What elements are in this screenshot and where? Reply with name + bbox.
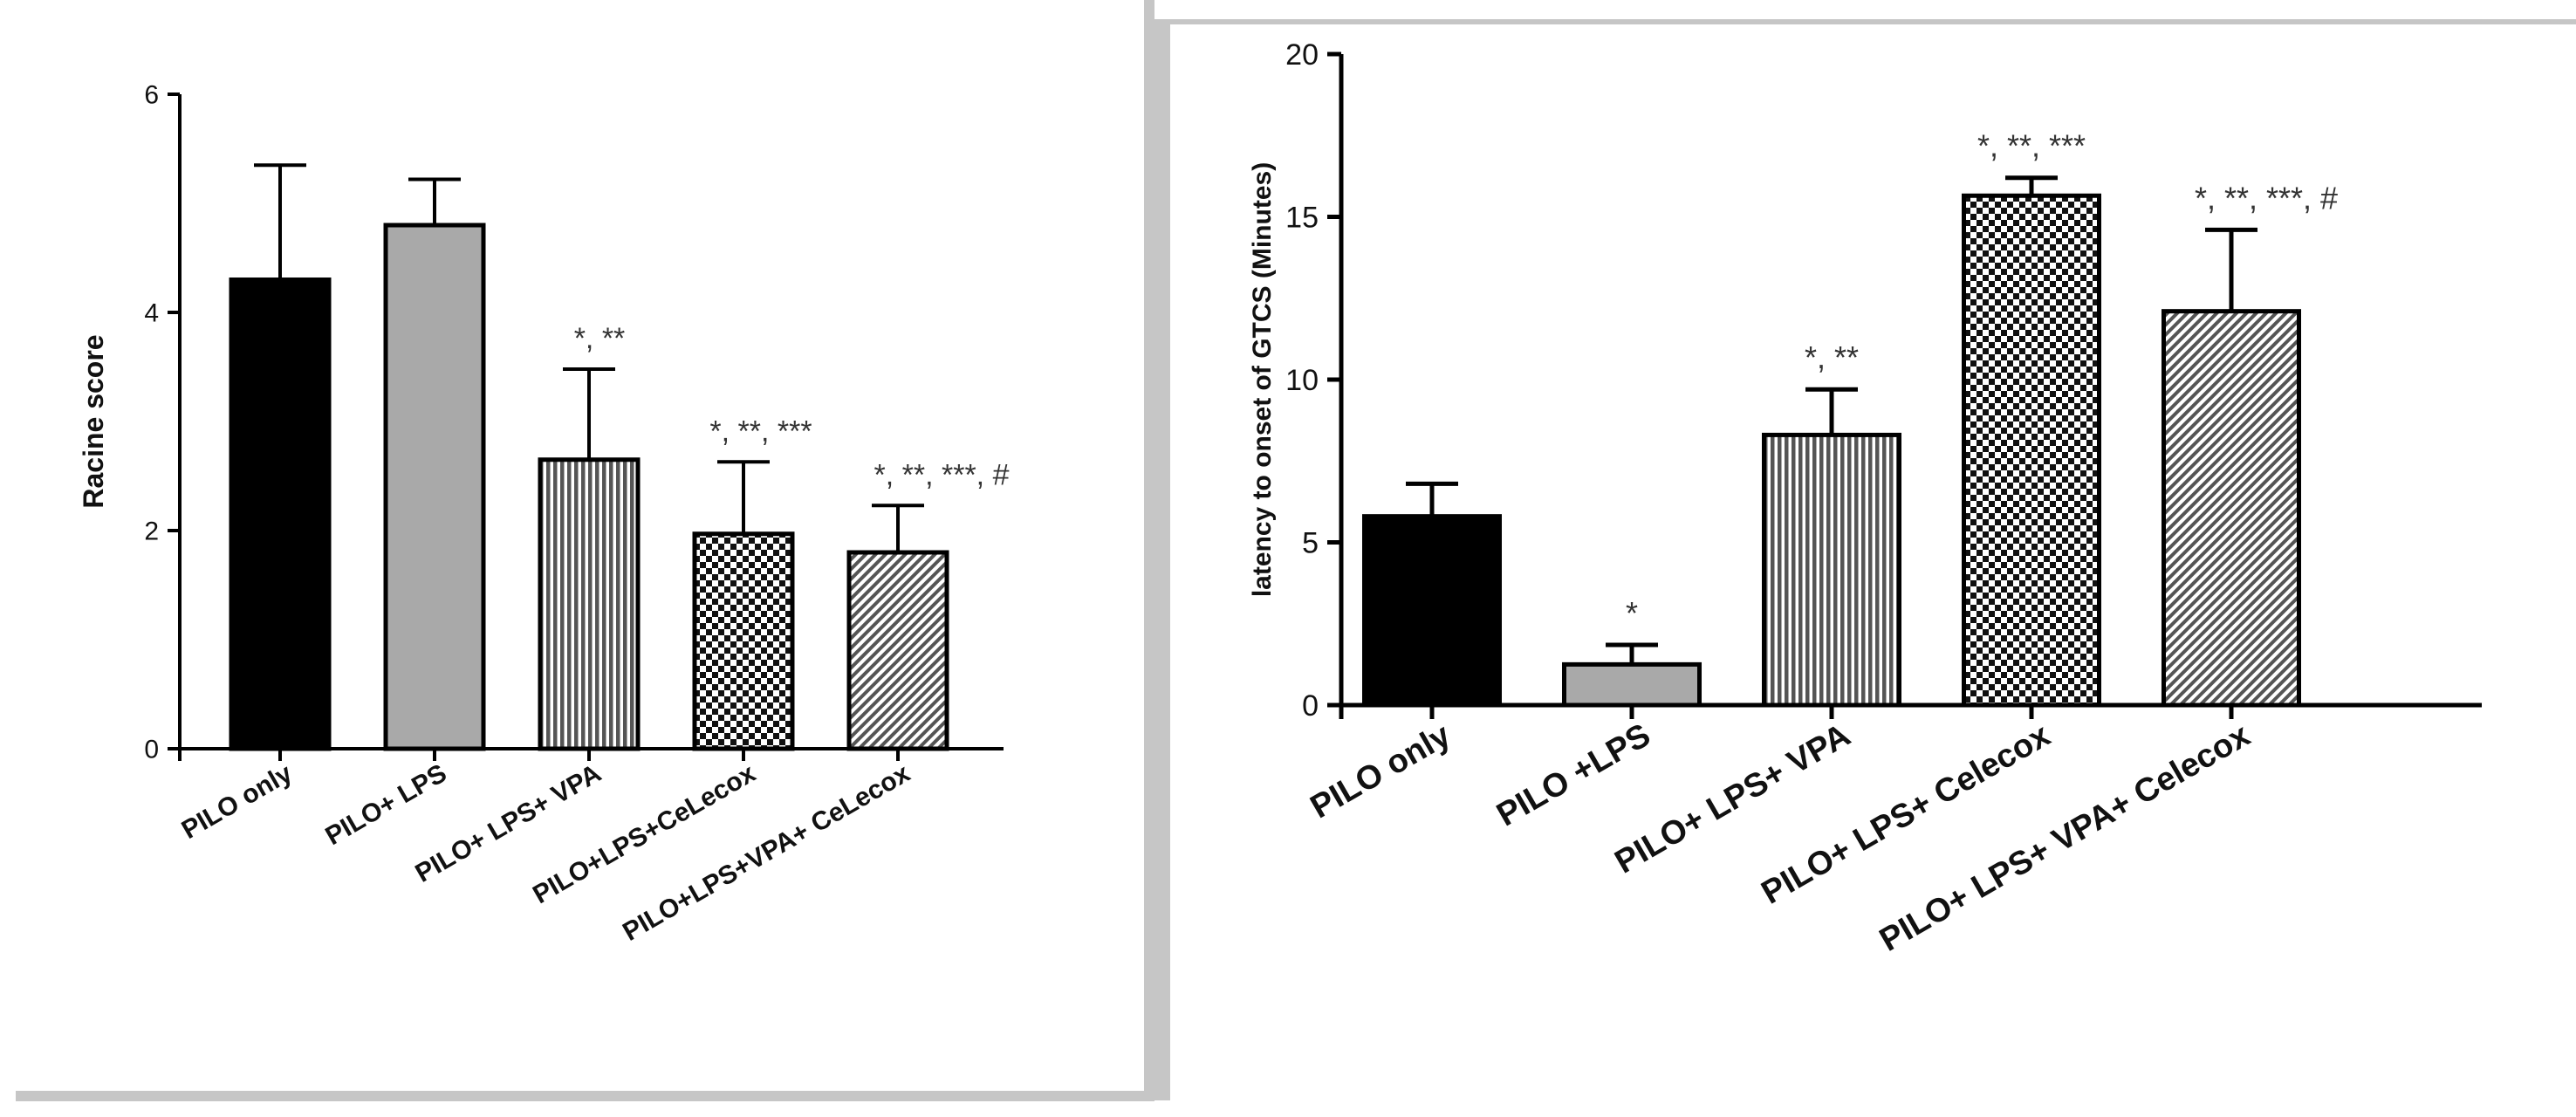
bar [1362,514,1502,708]
latency-chart: 0 5 10 15 20 latency to onset of GTCS (Minute… [1248,38,2482,959]
chart-panel-racine: 0 2 4 6 Racine score PILO only PILO+ LPS PILO+ … [16,0,1154,1101]
y-tick-label: 0 [1302,689,1319,723]
x-category-label: PILO+LPS+VPA+ CeLecox [618,758,915,947]
bar [1762,432,1901,708]
y-tick-label: 4 [144,299,159,328]
significance-annotation: *, **, ***, # [2195,180,2338,216]
y-tick-label: 20 [1285,38,1319,72]
bar [846,550,949,751]
y-tick-label: 6 [144,81,159,110]
x-category-label: PILO only [1305,716,1457,826]
significance-annotation: *, **, ***, # [874,458,1010,491]
x-category-label: PILO+ LPS [320,758,451,851]
bar [229,278,332,751]
bar [1962,193,2101,708]
y-tick-label: 2 [144,517,159,546]
bar [2162,309,2301,708]
y-tick-label: 15 [1285,201,1319,234]
bar [538,457,641,751]
y-axis-title: Racine score [78,334,109,508]
y-axis-title: latency to onset of GTCS (Minutes) [1248,162,1277,597]
bar [692,531,795,751]
x-category-label: PILO only [177,758,298,845]
y-tick-label: 10 [1285,364,1319,397]
bar [383,223,486,751]
chart-panel-latency: 0 5 10 15 20 latency to onset of GTCS (Minute… [1148,19,2576,1100]
significance-annotation: * [1626,595,1638,631]
significance-annotation: *, ** [574,322,626,355]
significance-annotation: *, **, *** [709,415,812,448]
bar [1562,661,1702,708]
significance-annotation: *, **, *** [1977,128,2086,164]
y-tick-label: 0 [144,736,159,764]
significance-annotation: *, ** [1805,339,1859,375]
x-category-label: PILO +LPS [1490,716,1656,833]
x-category-label: PILO+ LPS+ VPA+ Celecox [1874,716,2256,958]
y-tick-label: 5 [1302,526,1319,559]
